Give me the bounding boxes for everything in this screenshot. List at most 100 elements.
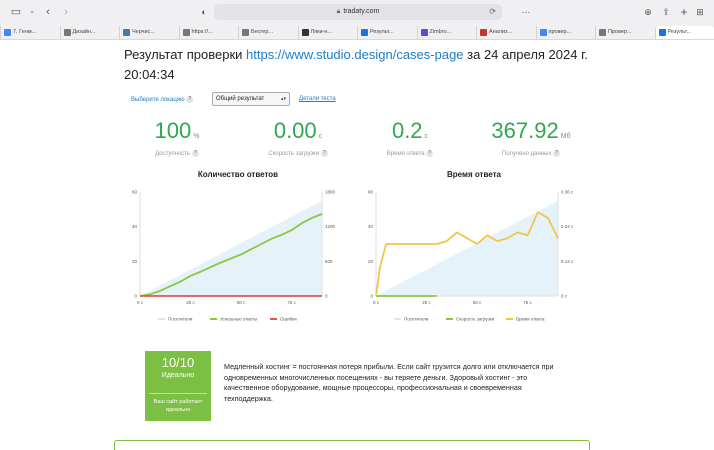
x-tick: 25 с xyxy=(186,300,195,305)
metric-label: Скорость загрузки xyxy=(268,151,319,157)
y-tick-right: 1800 xyxy=(325,190,336,195)
legend-swatch xyxy=(210,318,217,320)
y-tick-right: 0 с xyxy=(561,294,568,299)
legend-swatch xyxy=(446,318,453,320)
tab-label: Результ... xyxy=(370,29,394,35)
legend-swatch xyxy=(270,318,277,320)
y-tick-left: 60 xyxy=(368,190,374,195)
tab-favicon-icon xyxy=(421,29,428,36)
help-icon[interactable]: ? xyxy=(426,150,433,157)
browser-tab[interactable]: Результ... xyxy=(357,26,417,39)
legend-label: Посетители xyxy=(168,317,193,322)
tab-favicon-icon xyxy=(361,29,368,36)
x-tick: 50 с xyxy=(237,300,246,305)
browser-tab[interactable]: Черчис... xyxy=(119,26,179,39)
tab-label: 7. Генм... xyxy=(13,29,36,35)
translate-icon[interactable]: ⟳ xyxy=(489,4,496,20)
metric-value: 0.2 xyxy=(392,118,423,143)
metric-unit: с xyxy=(319,133,323,140)
address-bar[interactable]: 🔒︎tradaty.com ⟳ xyxy=(214,4,502,20)
browser-tab[interactable]: Бесгер... xyxy=(238,26,298,39)
lock-icon: 🔒︎ xyxy=(337,8,341,15)
metric-value: 0.00 xyxy=(274,118,317,143)
browser-tab[interactable]: Результ... xyxy=(655,26,714,39)
browser-tab[interactable]: Дизайн... xyxy=(60,26,120,39)
y-tick-left: 40 xyxy=(132,224,138,229)
browser-toolbar: ▭ ⌄ ‹ › ◐ 🔒︎tradaty.com ⟳ ⋯ ⊕ ⇪ + ⊞ xyxy=(0,0,714,24)
next-section-box xyxy=(114,440,590,450)
chevron-down-icon[interactable]: ⌄ xyxy=(24,4,40,20)
hosting-description: Медленный хостинг = постоянная потеря пр… xyxy=(224,362,554,404)
sidebar-icon[interactable]: ▭ xyxy=(8,4,24,20)
metric-value: 100 xyxy=(155,118,192,143)
browser-tab[interactable]: Zimbro... xyxy=(417,26,477,39)
tab-favicon-icon xyxy=(480,29,487,36)
browser-tab[interactable]: 7. Генм... xyxy=(0,26,60,39)
legend-swatch xyxy=(158,318,165,320)
share-icon[interactable]: ⇪ xyxy=(658,4,674,20)
tab-favicon-icon xyxy=(599,29,606,36)
tab-bar: 7. Генм... Дизайн... Черчис... https://... Б… xyxy=(0,25,714,40)
metric-label: Время ответа xyxy=(387,151,425,157)
y-tick-left: 0 xyxy=(370,294,373,299)
help-icon[interactable]: ? xyxy=(186,96,193,103)
help-icon[interactable]: ? xyxy=(192,150,199,157)
legend-swatch xyxy=(394,318,401,320)
y-tick-left: 20 xyxy=(132,259,138,264)
metric-unit: % xyxy=(193,133,199,140)
y-tick-left: 0 xyxy=(134,294,137,299)
chart-title-responses: Количество ответов xyxy=(124,170,352,179)
tab-favicon-icon xyxy=(123,29,130,36)
browser-tab[interactable]: Провер... xyxy=(595,26,655,39)
legend-label: Посетители xyxy=(404,317,429,322)
tab-favicon-icon xyxy=(183,29,190,36)
browser-tab[interactable]: Ляки-н... xyxy=(298,26,358,39)
legend-label: Успешные ответы xyxy=(220,317,257,322)
metric-unit: Мб xyxy=(561,133,571,140)
browser-tab[interactable]: https://... xyxy=(179,26,239,39)
browser-tab[interactable]: Анализ... xyxy=(476,26,536,39)
y-tick-right: 0.12 с xyxy=(561,259,574,264)
new-tab-icon[interactable]: + xyxy=(676,4,692,20)
x-tick: 0 с xyxy=(137,300,144,305)
x-tick: 75 с xyxy=(287,300,296,305)
tested-url-link[interactable]: https://www.studio.design/cases-page xyxy=(246,47,464,62)
test-details-link[interactable]: Детали теста xyxy=(299,96,336,102)
forward-icon[interactable]: › xyxy=(58,4,74,20)
metric-label: Доступность xyxy=(155,151,190,157)
tab-label: Черчис... xyxy=(132,29,155,35)
help-icon[interactable]: ? xyxy=(321,150,328,157)
location-select[interactable]: Общий результат▴▾ xyxy=(212,92,290,106)
privacy-shield-icon[interactable]: ◐ xyxy=(196,4,212,20)
tab-label: Бесгер... xyxy=(251,29,273,35)
title-prefix: Результат проверки xyxy=(124,47,246,62)
legend-label: Время ответа xyxy=(516,317,545,322)
score-label: Идеально xyxy=(145,371,211,381)
score-badge: 10/10 Идеально Ваш сайт работает идеальн… xyxy=(145,351,211,421)
legend-label: Скорость загрузки xyxy=(456,317,495,322)
tab-favicon-icon xyxy=(242,29,249,36)
y-tick-left: 40 xyxy=(368,224,374,229)
download-icon[interactable]: ⊕ xyxy=(640,4,656,20)
score-value: 10/10 xyxy=(145,355,211,371)
x-tick: 0 с xyxy=(373,300,380,305)
tab-label: https://... xyxy=(192,29,213,35)
tab-label: Провер... xyxy=(608,29,632,35)
y-tick-right: 0 xyxy=(325,294,328,299)
more-icon[interactable]: ⋯ xyxy=(518,4,534,20)
series-visitors-area xyxy=(140,201,322,296)
y-tick-left: 60 xyxy=(132,190,138,195)
series-visitors-area xyxy=(376,201,558,296)
x-tick: 50 с xyxy=(473,300,482,305)
select-arrows-icon: ▴▾ xyxy=(281,93,286,105)
address-text: tradaty.com xyxy=(343,8,379,15)
tab-overview-icon[interactable]: ⊞ xyxy=(692,4,708,20)
tab-favicon-icon xyxy=(659,29,666,36)
browser-tab[interactable]: провер... xyxy=(536,26,596,39)
help-icon[interactable]: ? xyxy=(553,150,560,157)
back-icon[interactable]: ‹ xyxy=(40,4,56,20)
tab-label: провер... xyxy=(549,29,572,35)
